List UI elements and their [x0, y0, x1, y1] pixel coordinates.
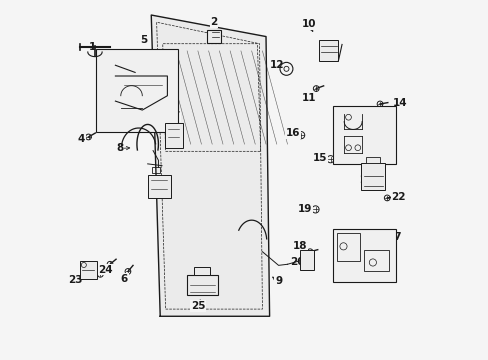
Text: 25: 25: [190, 301, 204, 311]
Text: 18: 18: [292, 241, 306, 251]
Bar: [318, 40, 338, 60]
Text: 6: 6: [121, 274, 128, 284]
Text: 16: 16: [285, 129, 300, 138]
Bar: [207, 30, 221, 42]
Text: 14: 14: [392, 98, 407, 108]
Text: 21: 21: [359, 175, 373, 185]
Polygon shape: [151, 15, 269, 316]
Bar: [194, 267, 210, 275]
Bar: [360, 163, 385, 190]
Bar: [363, 250, 388, 271]
Text: 22: 22: [391, 192, 405, 202]
Text: 15: 15: [312, 153, 326, 163]
Text: 20: 20: [290, 257, 304, 267]
Text: 5: 5: [140, 35, 147, 45]
Bar: [300, 250, 314, 270]
Text: 13: 13: [380, 130, 394, 140]
Text: 8: 8: [116, 143, 123, 153]
Text: 3: 3: [169, 96, 176, 106]
Bar: [164, 123, 183, 148]
Bar: [333, 107, 395, 164]
Text: 19: 19: [298, 204, 312, 215]
Text: 7: 7: [172, 111, 180, 121]
Bar: [96, 49, 178, 132]
Text: 23: 23: [68, 275, 82, 285]
Text: 17: 17: [387, 232, 402, 242]
Text: 12: 12: [269, 60, 284, 70]
Bar: [333, 229, 395, 282]
Text: 11: 11: [301, 93, 316, 103]
Bar: [147, 175, 171, 198]
Text: 10: 10: [301, 19, 316, 29]
Text: 4: 4: [78, 134, 85, 144]
Text: 2: 2: [210, 17, 217, 27]
Bar: [152, 167, 160, 173]
Text: 24: 24: [98, 265, 112, 275]
Bar: [187, 275, 217, 296]
Bar: [80, 261, 97, 279]
Bar: [336, 233, 360, 261]
Text: 9: 9: [274, 276, 282, 286]
Text: 1: 1: [88, 42, 96, 52]
Bar: [366, 157, 379, 163]
